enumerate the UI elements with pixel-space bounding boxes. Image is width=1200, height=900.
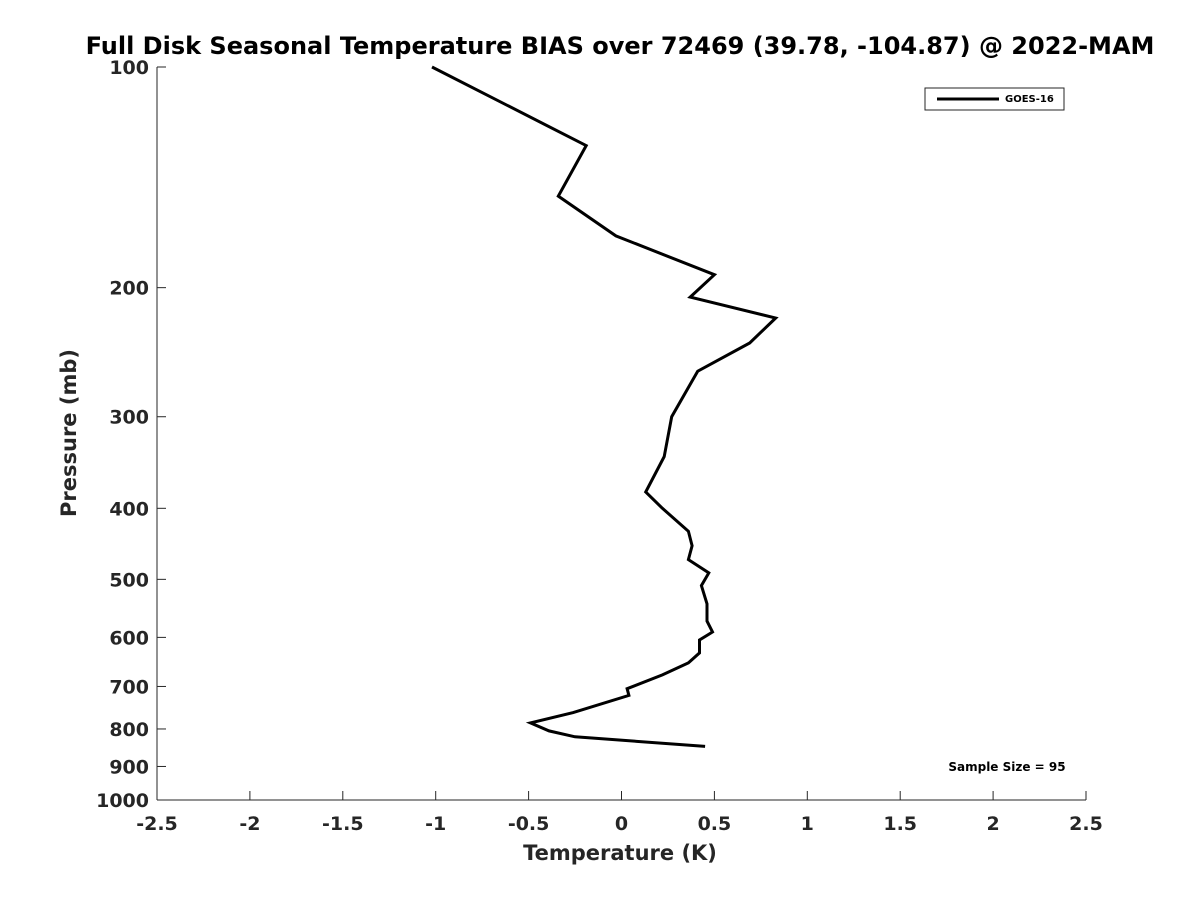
x-axis-label: Temperature (K) (523, 841, 717, 865)
x-tick-label: -2 (239, 813, 260, 835)
y-tick-label: 500 (109, 569, 149, 591)
x-tick-label: 1.5 (883, 813, 917, 835)
y-tick-label: 1000 (96, 790, 149, 812)
y-tick-label: 900 (109, 756, 149, 778)
legend-label: GOES-16 (1005, 94, 1054, 105)
x-tick-label: 2 (986, 813, 999, 835)
x-tick-label: 2.5 (1069, 813, 1103, 835)
y-axis-label: Pressure (mb) (57, 349, 81, 517)
axes (156, 67, 1086, 801)
x-tick-label: -2.5 (136, 813, 178, 835)
chart-title: Full Disk Seasonal Temperature BIAS over… (86, 32, 1155, 60)
y-tick-label: 100 (109, 57, 149, 79)
x-tick-label: -1 (425, 813, 446, 835)
series-layer (431, 65, 779, 748)
x-tick-label: -1.5 (322, 813, 364, 835)
y-tick-label: 300 (109, 407, 149, 429)
y-tick-label: 800 (109, 719, 149, 741)
x-tick-label: -0.5 (508, 813, 550, 835)
x-tick-label: 1 (801, 813, 814, 835)
y-tick-label: 700 (109, 676, 149, 698)
x-tick-label: 0 (615, 813, 628, 835)
x-tick-label: 0.5 (698, 813, 732, 835)
y-tick-label: 600 (109, 627, 149, 649)
sample-size-annotation: Sample Size = 95 (948, 760, 1065, 774)
legend: GOES-16 (924, 87, 1065, 111)
y-axis-ticks: 100 200 300 400 500 600 700 800 900 1000 (96, 57, 166, 812)
y-tick-label: 200 (109, 278, 149, 300)
y-tick-label: 400 (109, 498, 149, 520)
series-line-goes-16 (431, 65, 779, 748)
x-axis-ticks: -2.5 -2 -1.5 -1 -0.5 0 0.5 1 1.5 2 2.5 (136, 791, 1103, 835)
